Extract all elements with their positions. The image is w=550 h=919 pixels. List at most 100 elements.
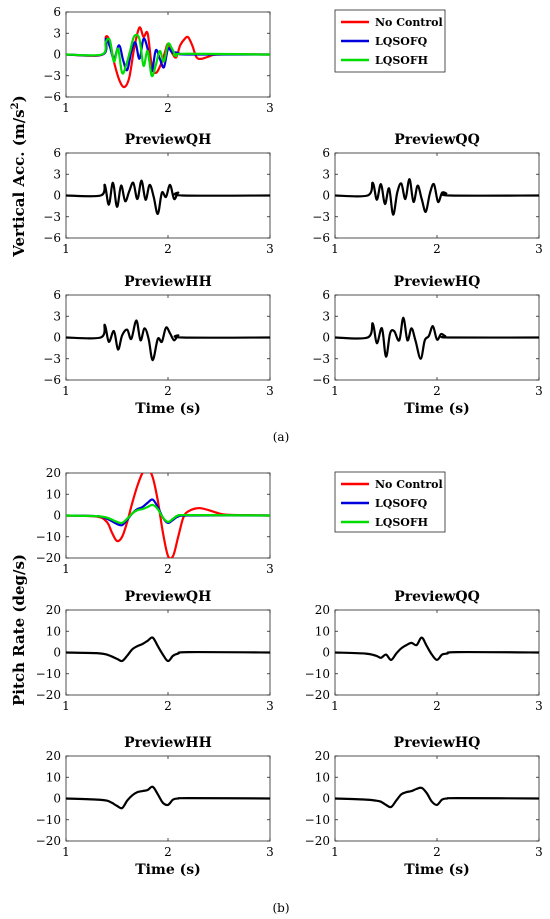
x-tick-label: 3	[266, 384, 274, 398]
y-tick-label: 3	[322, 309, 330, 323]
x-tick-label: 3	[266, 242, 274, 256]
x-tick-label: 2	[433, 699, 441, 713]
x-tick-label: 2	[164, 384, 172, 398]
x-tick-label: 3	[266, 699, 274, 713]
y-tick-label: 0	[53, 509, 61, 523]
y-tick-label: 10	[315, 770, 330, 784]
y-tick-label: −6	[43, 231, 61, 245]
series-line-response	[335, 786, 539, 809]
y-tick-label: 3	[53, 309, 61, 323]
y-tick-label: 3	[322, 167, 330, 181]
series-line-response	[335, 636, 539, 661]
plot-title: PreviewHQ	[394, 735, 481, 751]
x-tick-label: 1	[62, 699, 70, 713]
x-axis-label: Time (s)	[404, 401, 469, 417]
x-tick-label: 1	[62, 101, 70, 115]
y-tick-label: 6	[53, 146, 61, 160]
y-tick-label: −10	[36, 813, 61, 827]
plot-title: PreviewQQ	[394, 132, 480, 148]
y-axis-label-a: Vertical Acc. (m/s2)	[10, 95, 28, 257]
x-tick-label: 2	[164, 562, 172, 576]
x-tick-label: 3	[266, 845, 274, 859]
x-axis-label: Time (s)	[135, 862, 200, 878]
x-tick-label: 1	[331, 699, 339, 713]
x-tick-label: 3	[535, 242, 543, 256]
x-tick-label: 2	[164, 699, 172, 713]
series-line-response	[66, 636, 270, 663]
y-tick-label: −10	[305, 813, 330, 827]
y-tick-label: −10	[305, 667, 330, 681]
y-tick-label: −10	[36, 530, 61, 544]
legend: No Control LQSOFQ LQSOFH	[334, 471, 446, 533]
y-tick-label: −10	[36, 667, 61, 681]
y-tick-label: −3	[43, 210, 61, 224]
x-tick-label: 2	[164, 242, 172, 256]
y-tick-label: 10	[46, 487, 61, 501]
x-tick-label: 2	[433, 384, 441, 398]
x-tick-label: 1	[331, 384, 339, 398]
y-tick-label: −6	[312, 373, 330, 387]
y-tick-label: 0	[322, 792, 330, 806]
legend: No Control LQSOFQ LQSOFH	[334, 9, 446, 73]
chart-b-hq: 1 2 3 −20 −10 0 10 20 PreviewHQ Time (s)	[305, 735, 543, 878]
y-tick-label: −20	[36, 834, 61, 848]
series-line-response	[66, 785, 270, 810]
plot-title: PreviewQH	[125, 589, 212, 605]
y-tick-label: 20	[46, 466, 61, 480]
x-tick-label: 1	[62, 242, 70, 256]
y-tick-label: −6	[312, 231, 330, 245]
y-tick-label: 3	[53, 26, 61, 40]
y-tick-label: −20	[305, 688, 330, 702]
chart-b-hh: 1 2 3 −20 −10 0 10 20 PreviewHH Time (s)	[36, 735, 274, 878]
x-tick-label: 3	[535, 384, 543, 398]
legend-label: LQSOFQ	[375, 35, 428, 48]
y-tick-label: −6	[43, 373, 61, 387]
plot-title: PreviewQQ	[394, 589, 480, 605]
legend-label: LQSOFH	[375, 54, 428, 67]
x-tick-label: 1	[62, 562, 70, 576]
y-tick-label: 6	[322, 146, 330, 160]
series-line-no-control	[66, 26, 270, 89]
y-tick-label: 20	[46, 749, 61, 763]
plot-title: PreviewHH	[124, 274, 212, 290]
y-tick-label: −20	[36, 688, 61, 702]
plot-title: PreviewHQ	[394, 274, 481, 290]
x-axis-label: Time (s)	[135, 401, 200, 417]
y-tick-label: −3	[312, 352, 330, 366]
series-line-lqsofh	[66, 503, 270, 525]
chart-b-main: 1 2 3 −20 −10 0 10 20 No Control LQSOFQ LQSOFH	[36, 466, 446, 576]
y-tick-label: 10	[315, 624, 330, 638]
legend-label: LQSOFQ	[375, 497, 428, 510]
chart-a-hh: 1 2 3 −6 −3 0 3 6 PreviewHH Time (s)	[43, 274, 274, 417]
y-tick-label: 10	[46, 770, 61, 784]
y-tick-label: −3	[312, 210, 330, 224]
series-line-lqsofh	[66, 33, 270, 78]
chart-a-main: 1 2 3 −6 −3 0 3 6 No Control LQSOFQ LQSOFH	[43, 5, 446, 115]
y-tick-label: −3	[43, 69, 61, 83]
y-tick-label: −3	[43, 352, 61, 366]
y-tick-label: 6	[53, 288, 61, 302]
y-tick-label: 20	[315, 749, 330, 763]
x-tick-label: 3	[266, 562, 274, 576]
chart-b-qq: 1 2 3 −20 −10 0 10 20 PreviewQQ	[305, 589, 543, 713]
y-tick-label: 3	[53, 167, 61, 181]
y-tick-label: −6	[43, 90, 61, 104]
series-line-response	[66, 179, 270, 216]
y-tick-label: 20	[46, 603, 61, 617]
x-tick-label: 2	[164, 101, 172, 115]
plot-title: PreviewHH	[124, 735, 212, 751]
y-tick-label: −20	[305, 834, 330, 848]
x-tick-label: 2	[164, 845, 172, 859]
chart-a-hq: 1 2 3 −6 −3 0 3 6 PreviewHQ Time (s)	[312, 274, 543, 417]
x-tick-label: 3	[535, 699, 543, 713]
series-line-no-control	[66, 473, 270, 558]
x-tick-label: 2	[433, 845, 441, 859]
caption-a: (a)	[273, 430, 290, 444]
x-tick-label: 2	[433, 242, 441, 256]
series-line-response	[66, 319, 270, 362]
y-tick-label: −20	[36, 551, 61, 565]
y-tick-label: 0	[322, 189, 330, 203]
chart-b-qh: 1 2 3 −20 −10 0 10 20 PreviewQH	[36, 589, 274, 713]
x-tick-label: 1	[331, 845, 339, 859]
